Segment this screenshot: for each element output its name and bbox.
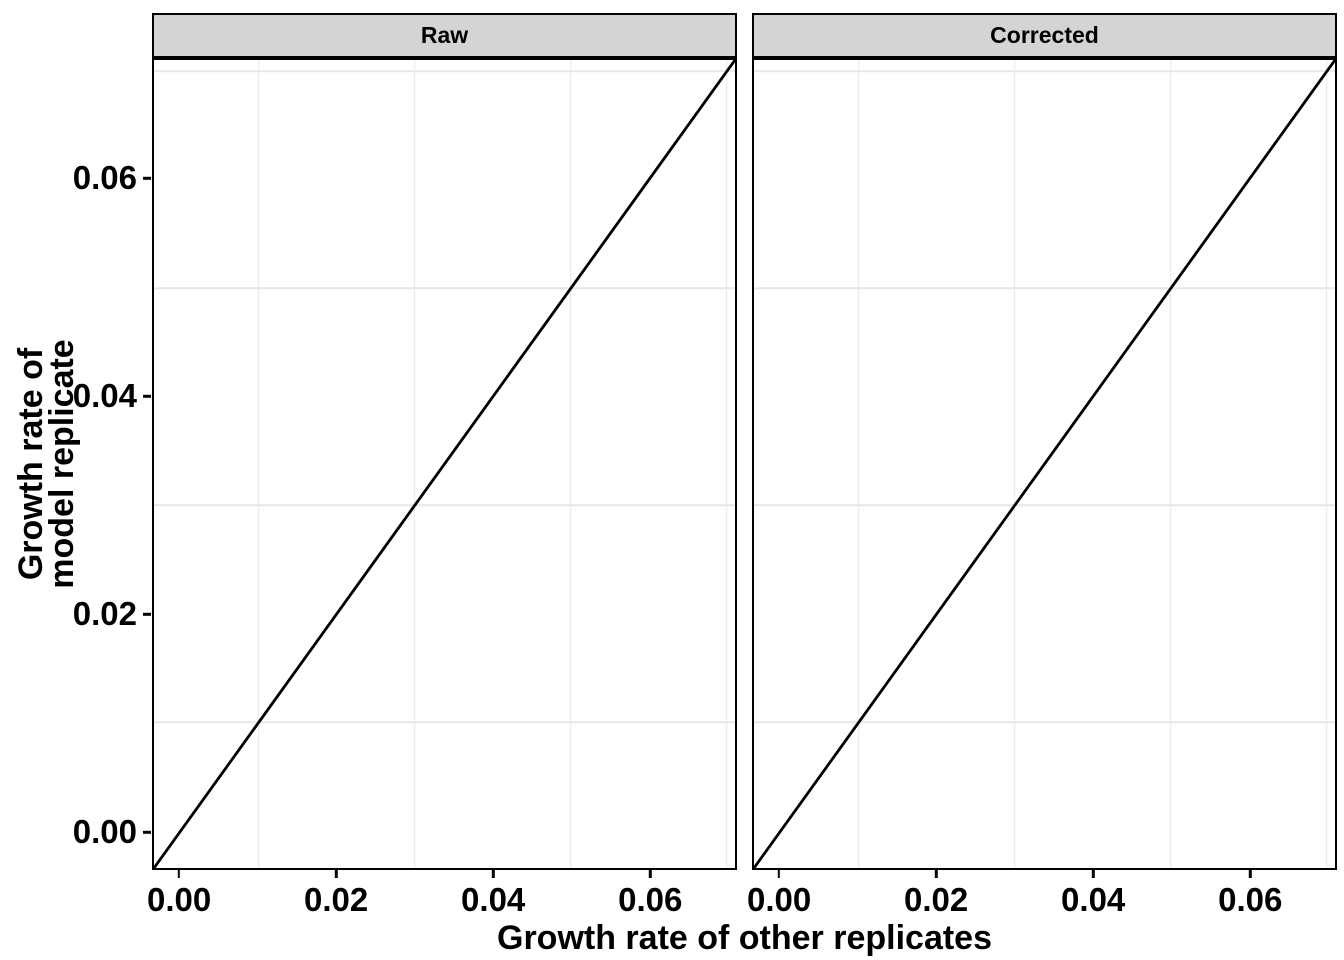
- identity-line: [154, 60, 735, 868]
- y-axis-tick-mark: [143, 395, 151, 398]
- x-axis-tick-label: 0.04: [461, 881, 526, 918]
- facet-strip-corrected-label: Corrected: [990, 22, 1099, 48]
- minor-gridline-horizontal: [154, 70, 735, 73]
- x-axis-tick-mark: [491, 870, 495, 878]
- identity-line-svg: [154, 60, 735, 868]
- x-axis-tick-label: 0.02: [904, 881, 969, 918]
- minor-gridline-horizontal: [754, 504, 1335, 506]
- y-axis-tick-label: 0.00: [72, 813, 137, 851]
- facet-strip-raw-label: Raw: [420, 22, 469, 48]
- facet-strip-raw: Raw: [152, 13, 737, 58]
- facet-strip-corrected: Corrected: [752, 13, 1337, 58]
- y-axis-tick-label: 0.04: [72, 377, 137, 415]
- minor-gridline-vertical: [1326, 60, 1328, 868]
- x-axis-tick-mark: [177, 870, 181, 878]
- minor-gridline-horizontal: [154, 504, 735, 506]
- minor-gridline-horizontal: [754, 70, 1335, 73]
- minor-gridline-horizontal: [154, 721, 735, 723]
- y-axis-tick-mark: [143, 613, 151, 616]
- minor-gridline-vertical: [1014, 60, 1016, 868]
- x-axis-tick-mark: [777, 870, 781, 878]
- x-axis-tick-mark: [334, 870, 338, 878]
- minor-gridline-horizontal: [754, 721, 1335, 723]
- minor-gridline-vertical: [1170, 60, 1172, 868]
- panel-corrected: [752, 58, 1337, 870]
- x-axis-tick-mark: [1249, 870, 1252, 878]
- x-axis-tick-label: 0.04: [1061, 881, 1126, 918]
- y-axis-tick-mark: [143, 831, 151, 834]
- x-axis-tick-label: 0.06: [1218, 881, 1283, 918]
- x-axis-tick-label: 0.06: [618, 881, 683, 918]
- identity-line-svg: [754, 60, 1335, 868]
- y-axis-tick-mark: [143, 177, 151, 180]
- x-axis-tick-label: 0.02: [304, 881, 369, 918]
- minor-gridline-horizontal: [154, 287, 735, 290]
- minor-gridline-vertical: [258, 60, 260, 868]
- x-axis-tick-mark: [1091, 870, 1095, 878]
- minor-gridline-vertical: [858, 60, 860, 868]
- minor-gridline-vertical: [570, 60, 572, 868]
- minor-gridline-vertical: [726, 60, 728, 868]
- x-axis-tick-mark: [934, 870, 938, 878]
- y-axis-tick-label: 0.06: [72, 159, 137, 197]
- x-axis-tick-label: 0.00: [146, 881, 212, 918]
- minor-gridline-horizontal: [754, 287, 1335, 290]
- minor-gridline-vertical: [414, 60, 416, 868]
- x-axis-tick-label: 0.00: [746, 881, 812, 918]
- x-axis-title: Growth rate of other replicates: [497, 919, 992, 957]
- identity-line: [754, 60, 1335, 868]
- y-axis-title: Growth rate of model replicate: [12, 339, 81, 588]
- panel-raw: [152, 58, 737, 870]
- y-axis-tick-label: 0.02: [72, 595, 137, 633]
- x-axis-tick-mark: [649, 870, 652, 878]
